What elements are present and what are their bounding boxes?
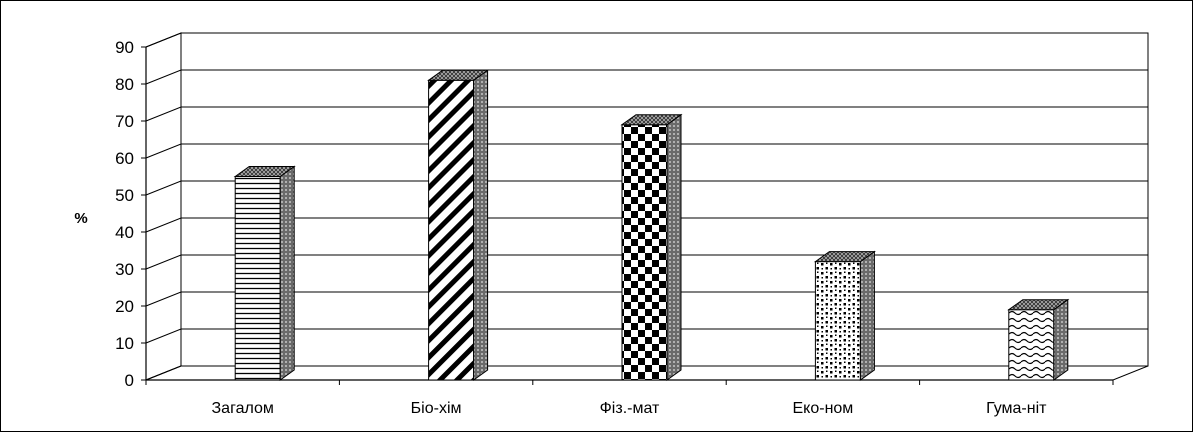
- x-category-label: Гума-ніт: [986, 400, 1047, 417]
- x-category-label: Загалом: [212, 400, 274, 417]
- x-category-label: Фіз.-мат: [600, 400, 660, 417]
- y-tick-label: 20: [115, 297, 134, 316]
- bar-Загалом: [233, 165, 296, 381]
- bar-Фіз.-мат: [620, 113, 683, 381]
- y-tick-label: 0: [125, 371, 134, 390]
- bar-Гума-ніт: [1007, 298, 1070, 381]
- gridline: [145, 180, 1148, 196]
- gridline: [145, 32, 1148, 48]
- bar-front: [234, 176, 281, 381]
- y-tick-label: 90: [115, 38, 134, 57]
- y-tick-label: 50: [115, 186, 134, 205]
- bar-front: [428, 79, 475, 381]
- y-tick-label: 10: [115, 334, 134, 353]
- bar-top: [1007, 299, 1070, 311]
- bar-Еко-ном: [813, 250, 876, 381]
- bar-side: [859, 250, 875, 381]
- x-category-label: Біо-хім: [411, 400, 462, 417]
- y-tick-label: 70: [115, 112, 134, 131]
- side-wall: [145, 32, 182, 381]
- bar-front: [1008, 309, 1055, 381]
- gridline: [145, 143, 1148, 159]
- bar-front: [621, 124, 668, 381]
- bar-top: [620, 114, 683, 126]
- y-tick-labels: 0 10 20 30 40 50 60 70 80 90: [115, 38, 134, 390]
- bar-top: [427, 69, 490, 81]
- bars: [233, 69, 1070, 381]
- bar-side: [666, 113, 682, 381]
- y-tick-label: 80: [115, 75, 134, 94]
- bar-top: [813, 251, 876, 263]
- gridline: [145, 69, 1148, 85]
- x-category-label: Еко-ном: [792, 400, 853, 417]
- bar-side: [279, 165, 295, 381]
- y-axis-label: %: [74, 210, 87, 227]
- bar-Біо-хім: [427, 69, 490, 381]
- gridline: [145, 106, 1148, 122]
- bar-front: [814, 261, 861, 381]
- y-tick-label: 30: [115, 260, 134, 279]
- bar-side: [473, 69, 489, 381]
- y-tick-label: 40: [115, 223, 134, 242]
- bar-top: [233, 166, 296, 177]
- y-tick-label: 60: [115, 149, 134, 168]
- x-tick-labels: Загалом Біо-хім Фіз.-мат Еко-ном Гума-ніт: [212, 400, 1048, 417]
- bar-side: [1053, 298, 1069, 381]
- gridline: [145, 217, 1148, 233]
